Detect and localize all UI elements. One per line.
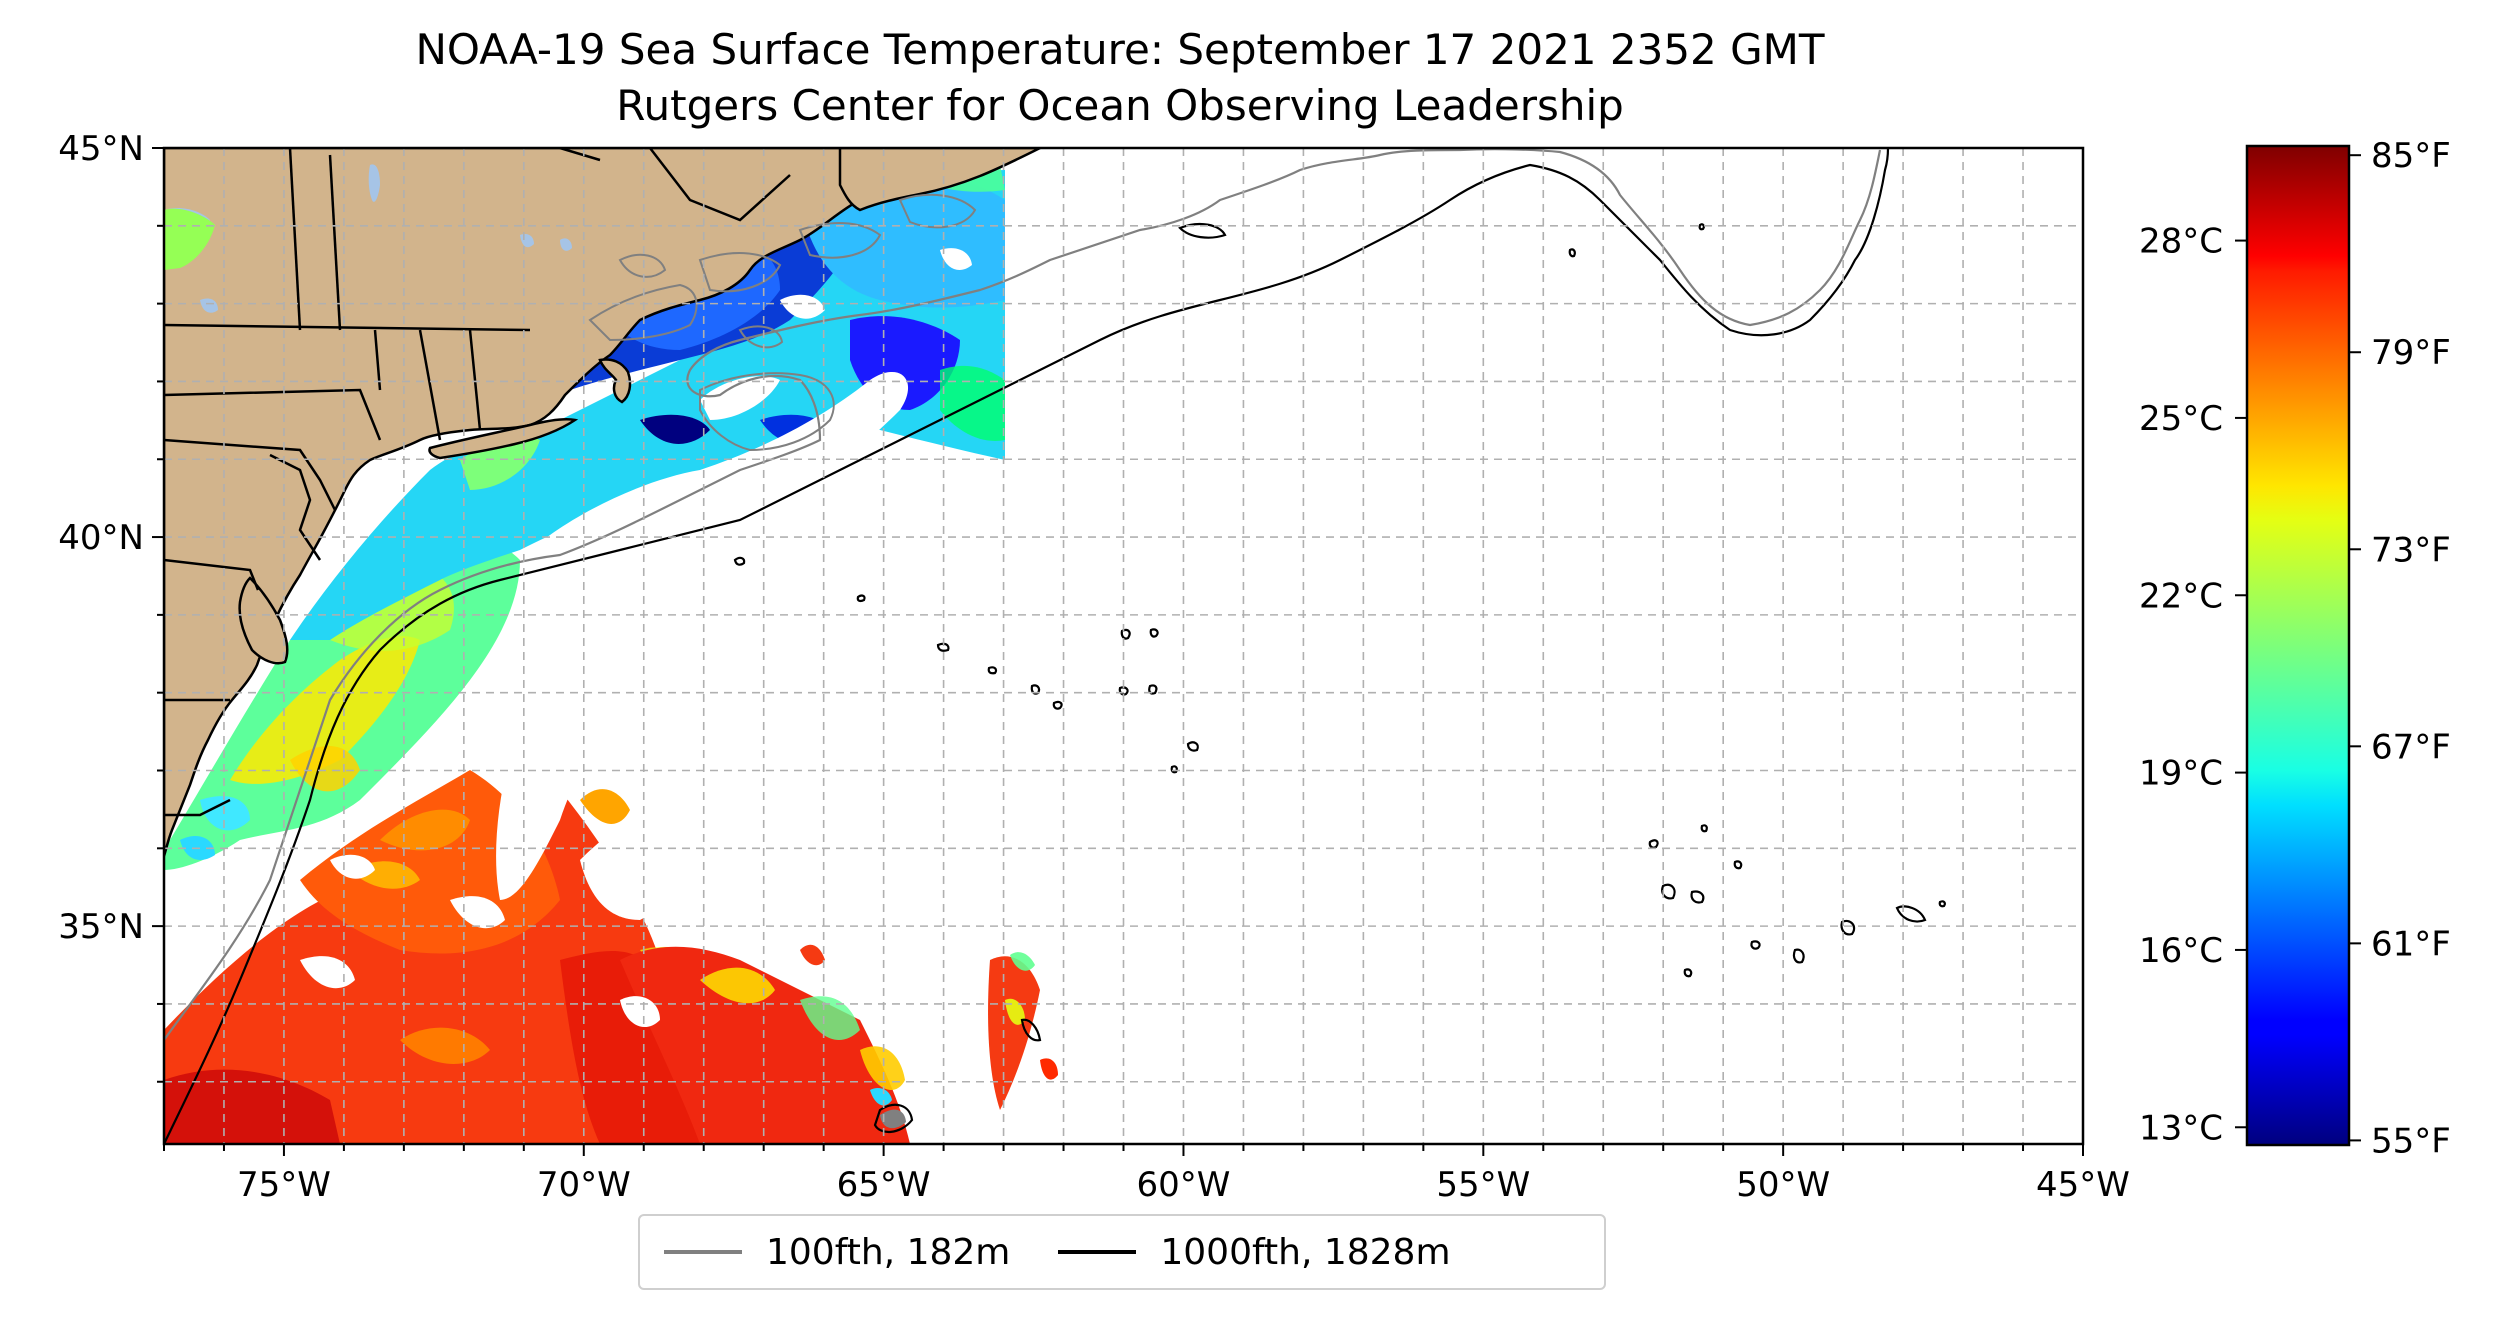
isobath-layer xyxy=(164,148,1946,1144)
isobath-1000fth-shelfbreak xyxy=(164,148,1890,1144)
lon-tick-label: 50°W xyxy=(1736,1165,1830,1205)
legend-swatch-black-line xyxy=(1058,1250,1137,1254)
legend-item-100fth: 100fth, 182m xyxy=(664,1232,1010,1273)
lake-ontario-sst xyxy=(164,208,215,270)
lon-tick-label: 70°W xyxy=(537,1165,631,1205)
colorbar-ticks: 13°C 16°C 19°C 22°C 25°C 28°C 55°F 61°F 67°F 73°F… xyxy=(2139,136,2451,1161)
legend-swatch-gray-line xyxy=(664,1250,742,1254)
colorbar-fahrenheit-label: 85°F xyxy=(2371,136,2451,176)
colorbar-fahrenheit-label: 67°F xyxy=(2371,727,2451,767)
colorbar-fahrenheit-label: 61°F xyxy=(2371,924,2451,964)
colorbar-celsius-label: 25°C xyxy=(2139,399,2223,439)
map-subtitle: Rutgers Center for Ocean Observing Leade… xyxy=(616,81,1624,130)
legend-label-100fth: 100fth, 182m xyxy=(766,1231,1011,1273)
lon-tick-label: 60°W xyxy=(1137,1165,1231,1205)
colorbar-fahrenheit-label: 79°F xyxy=(2371,333,2451,373)
lat-tick-label: 40°N xyxy=(58,518,144,558)
map-legend: 100fth, 182m 1000fth, 1828m xyxy=(638,1214,1606,1290)
colorbar-celsius-label: 13°C xyxy=(2139,1108,2223,1148)
lon-tick-label: 65°W xyxy=(837,1165,931,1205)
sst-shelf xyxy=(164,536,520,870)
long-island xyxy=(428,417,579,460)
cape-cod xyxy=(598,358,632,404)
colorbar-celsius-label: 22°C xyxy=(2139,576,2223,616)
lon-tick-label: 55°W xyxy=(1436,1165,1530,1205)
map-title: NOAA-19 Sea Surface Temperature: Septemb… xyxy=(415,25,1825,74)
state-borders xyxy=(164,148,791,817)
lon-tick-label: 75°W xyxy=(237,1165,331,1205)
bermuda-shoal xyxy=(880,1109,906,1129)
nova-scotia xyxy=(838,148,1041,212)
colorbar-fahrenheit-label: 73°F xyxy=(2371,530,2451,570)
colorbar-celsius-label: 28°C xyxy=(2139,222,2223,262)
seamount-contours xyxy=(733,222,1946,1133)
lat-tick-label: 45°N xyxy=(58,129,144,169)
isobath-100fth-coastal xyxy=(164,148,1882,1041)
cloud-mask xyxy=(300,248,972,1028)
lon-tick-label: 45°W xyxy=(2036,1165,2130,1205)
lat-tick-label: 35°N xyxy=(58,907,144,947)
sst-warm-southeast xyxy=(620,944,1058,1144)
axis-ticks: 75°W 70°W 65°W 60°W 55°W 50°W 45°W 45°N 40°N 35°N xyxy=(58,129,2130,1205)
delmarva-peninsula xyxy=(238,576,289,665)
colorbar-gradient xyxy=(2245,144,2351,1147)
legend-item-1000fth: 1000fth, 1828m xyxy=(1058,1231,1451,1273)
colorbar-fahrenheit-label: 55°F xyxy=(2371,1121,2451,1161)
colorbar-celsius-label: 16°C xyxy=(2139,931,2223,971)
land-layer xyxy=(164,148,1041,857)
colorbar-celsius-label: 19°C xyxy=(2139,754,2223,794)
us-landmass xyxy=(164,148,1041,857)
legend-label-1000fth: 1000fth, 1828m xyxy=(1160,1231,1451,1273)
